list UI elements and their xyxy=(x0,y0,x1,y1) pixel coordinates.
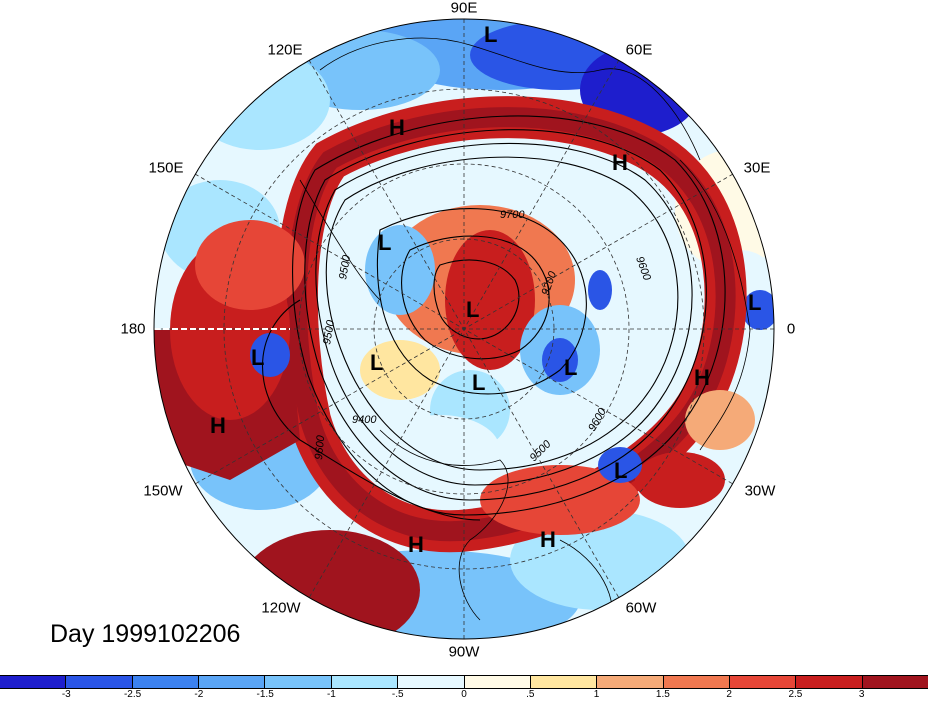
colorbar-segment xyxy=(132,676,200,688)
colorbar-segment xyxy=(331,676,399,688)
pressure-marker: H xyxy=(408,532,424,557)
colorbar-segment xyxy=(862,676,928,688)
lon-label-120e: 120E xyxy=(267,41,303,59)
pressure-marker: H xyxy=(389,115,405,140)
colorbar xyxy=(0,675,928,689)
pressure-marker: L xyxy=(614,458,627,483)
lon-label-90e: 90E xyxy=(450,0,478,17)
colorbar-tick-label: 1.5 xyxy=(655,689,670,700)
colorbar-tick-label: -2 xyxy=(194,689,204,700)
colorbar-tick-label: 3 xyxy=(858,689,865,700)
colorbar-segment xyxy=(265,676,332,688)
colorbar-tick-label: -.5 xyxy=(391,689,404,700)
lon-label-120w: 120W xyxy=(261,599,301,617)
graticule xyxy=(154,19,774,639)
colorbar-segment xyxy=(796,676,863,688)
height-contours xyxy=(261,115,726,521)
colorbar-ticks: -3 -2.5 -2 -1.5 -1 -.5 0 .5 1 1.5 2 2.5 3 xyxy=(0,689,928,702)
colorbar-segment xyxy=(597,676,664,688)
colorbar-segment xyxy=(729,676,797,688)
lon-label-30e: 30E xyxy=(743,159,771,177)
colorbar-segment xyxy=(398,676,465,688)
contour-label: 9500 xyxy=(321,318,337,345)
colorbar-segment xyxy=(464,676,531,688)
colorbar-tick-label: .5 xyxy=(526,689,535,700)
colorbar-segment xyxy=(663,676,730,688)
pressure-marker: L xyxy=(370,350,383,375)
pressure-marker: H xyxy=(210,413,226,438)
colorbar-tick-label: -1 xyxy=(326,689,336,700)
pressure-marker: L xyxy=(466,297,479,322)
colorbar-tick-label: 1 xyxy=(593,689,600,700)
lon-label-90w: 90W xyxy=(448,643,480,661)
lon-label-150w: 150W xyxy=(143,482,183,500)
lon-label-60w: 60W xyxy=(625,599,657,617)
contour-label: 9400 xyxy=(352,414,377,426)
pressure-marker: L xyxy=(748,290,761,315)
contour-label: 9700 xyxy=(500,209,525,221)
coastlines xyxy=(299,37,751,631)
pressure-marker: L xyxy=(378,230,391,255)
colorbar-tick-label: -3 xyxy=(61,689,71,700)
colorbar-tick-label: 2.5 xyxy=(788,689,803,700)
contour-label: 9600 xyxy=(313,434,327,460)
pressure-marker: H xyxy=(540,527,556,552)
lon-label-60e: 60E xyxy=(625,41,653,59)
pressure-marker: L xyxy=(564,355,577,380)
colorbar-segment xyxy=(66,676,133,688)
lon-label-180: 180 xyxy=(120,320,146,338)
pressure-marker: H xyxy=(612,150,628,175)
lon-label-150e: 150E xyxy=(148,159,184,177)
pressure-marker: L xyxy=(484,22,497,47)
colorbar-tick-label: -1.5 xyxy=(256,689,274,700)
polar-map: 9700 9600 9500 9400 9600 9500 9200 9600 … xyxy=(153,18,775,640)
pressure-marker: L xyxy=(251,345,264,370)
colorbar-tick-label: -2.5 xyxy=(123,689,142,700)
colorbar-segment xyxy=(0,676,67,688)
lon-label-0: 0 xyxy=(786,320,796,338)
contour-label: 9500 xyxy=(337,253,353,280)
colorbar-tick-label: 2 xyxy=(726,689,732,700)
pressure-marker: H xyxy=(694,365,710,390)
day-label: Day 1999102206 xyxy=(50,620,241,648)
colorbar-segment xyxy=(530,676,598,688)
colorbar-segment xyxy=(199,676,266,688)
colorbar-tick-label: 0 xyxy=(461,689,467,700)
lon-label-30w: 30W xyxy=(744,482,776,500)
pressure-marker: L xyxy=(472,370,485,395)
